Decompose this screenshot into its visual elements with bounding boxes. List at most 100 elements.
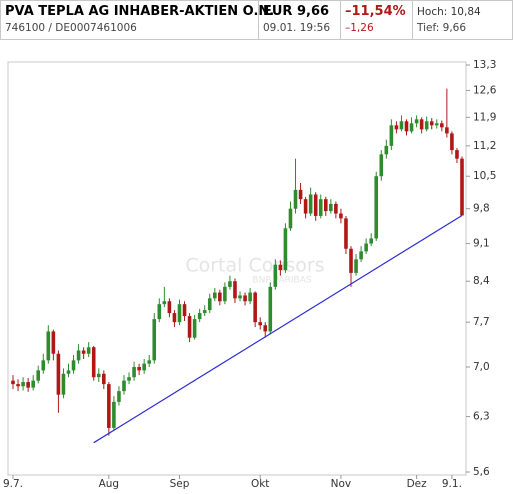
y-tick-label: 11,2 (473, 140, 496, 152)
candle-body (91, 347, 96, 378)
candle-body (258, 322, 263, 326)
candle-body (112, 401, 116, 428)
candle-body (147, 360, 152, 364)
candle-body (71, 360, 76, 371)
candle-body (182, 304, 187, 317)
candle-body (354, 259, 358, 273)
candle-body (152, 319, 157, 361)
candle-body (187, 316, 192, 338)
candle-body (137, 367, 141, 371)
candle-body (102, 373, 106, 385)
candle-body (369, 238, 373, 244)
candle-body (61, 373, 66, 395)
candle-body (293, 189, 298, 209)
candle-body (434, 123, 439, 126)
watermark: BNP PARIBAS (252, 276, 311, 286)
change-cell: –11,54% –1,26 (341, 1, 413, 39)
y-tick-label: 8,4 (473, 275, 490, 287)
range-cell: Hoch: 10,84 Tief: 9,66 (413, 1, 512, 39)
candle-body (460, 158, 464, 216)
candle-body (303, 199, 308, 214)
candle-body (445, 127, 449, 134)
candle-body (349, 248, 353, 273)
y-tick-label: 9,8 (473, 203, 490, 215)
candle-body (450, 133, 454, 151)
price-cell: EUR 9,66 09.01. 19:56 (259, 1, 341, 39)
candle-body (177, 304, 182, 323)
candle-body (329, 203, 333, 212)
candle-body (440, 123, 444, 128)
candle-body (318, 199, 323, 216)
candle-body (212, 292, 217, 299)
quote-header: PVA TEPLA AG INHABER-AKTIEN O.N. 746100 … (0, 0, 513, 40)
candle-body (384, 145, 389, 155)
trendline (93, 214, 463, 444)
candle-body (132, 367, 136, 378)
candle-body (339, 213, 343, 219)
candle-body (26, 382, 30, 388)
candle-body (359, 251, 363, 260)
candle-body (288, 208, 293, 229)
candle-body (344, 218, 348, 249)
y-tick-label: 11,9 (473, 111, 496, 123)
change-percent: –11,54% (345, 4, 406, 19)
candle-body (278, 264, 283, 271)
x-tick-label: 9.1. (442, 478, 462, 490)
y-tick-label: 12,6 (473, 84, 497, 96)
y-tick-label: 9,1 (473, 238, 490, 250)
candle-body (76, 350, 81, 361)
candle-body (379, 154, 384, 177)
candle-body (142, 363, 146, 371)
candle-body (127, 377, 131, 381)
candle-body (253, 292, 257, 323)
candle-body (268, 286, 273, 332)
candle-body (218, 292, 222, 302)
candle-body (81, 350, 86, 354)
candle-body (429, 121, 434, 126)
candle-body (16, 384, 20, 387)
candle-body (192, 319, 197, 338)
timestamp: 09.01. 19:56 (263, 22, 330, 34)
candle-body (162, 301, 167, 305)
candle-body (41, 360, 46, 371)
x-tick-label: Sep (170, 478, 190, 490)
candle-body (51, 331, 56, 354)
candle-body (228, 281, 232, 287)
y-tick-label: 5,6 (473, 466, 490, 478)
candle-body (107, 384, 111, 428)
candle-body (298, 189, 303, 200)
watermark: Cortal Consors (185, 255, 324, 277)
candle-body (313, 194, 318, 216)
price: EUR 9,66 (263, 4, 330, 19)
security-ids: 746100 / DE0007461006 (5, 22, 137, 34)
candle-body (389, 125, 394, 146)
candle-body (308, 194, 313, 214)
candle-body (36, 370, 41, 381)
y-tick-label: 7,0 (473, 361, 490, 373)
candle-body (243, 295, 247, 302)
chart: Cortal Consors BNP PARIBAS 5,6 6,3 7,0 7,7 8… (3, 59, 497, 490)
candle-body (404, 121, 409, 132)
y-tick-label: 7,7 (473, 316, 490, 328)
candle-body (197, 313, 202, 320)
candle-body (202, 310, 207, 314)
x-tick-label: Okt (251, 478, 269, 490)
candle-body (122, 380, 126, 392)
change-absolute: –1,26 (345, 22, 374, 34)
low: Tief: 9,66 (417, 22, 467, 34)
x-tick-label: 9.7. (3, 478, 23, 490)
candle-body (56, 353, 61, 395)
candle-body (394, 125, 399, 130)
candle-body (207, 298, 212, 311)
candle-body (31, 380, 35, 388)
candle-body (117, 391, 121, 402)
x-tick-label: Dez (407, 478, 428, 490)
candle-body (172, 313, 177, 323)
candle-body (374, 176, 379, 239)
candle-body (263, 325, 268, 332)
candle-body (455, 150, 459, 159)
candle-body (273, 264, 278, 287)
candle-body (21, 382, 25, 387)
name-cell: PVA TEPLA AG INHABER-AKTIEN O.N. 746100 … (1, 1, 274, 39)
